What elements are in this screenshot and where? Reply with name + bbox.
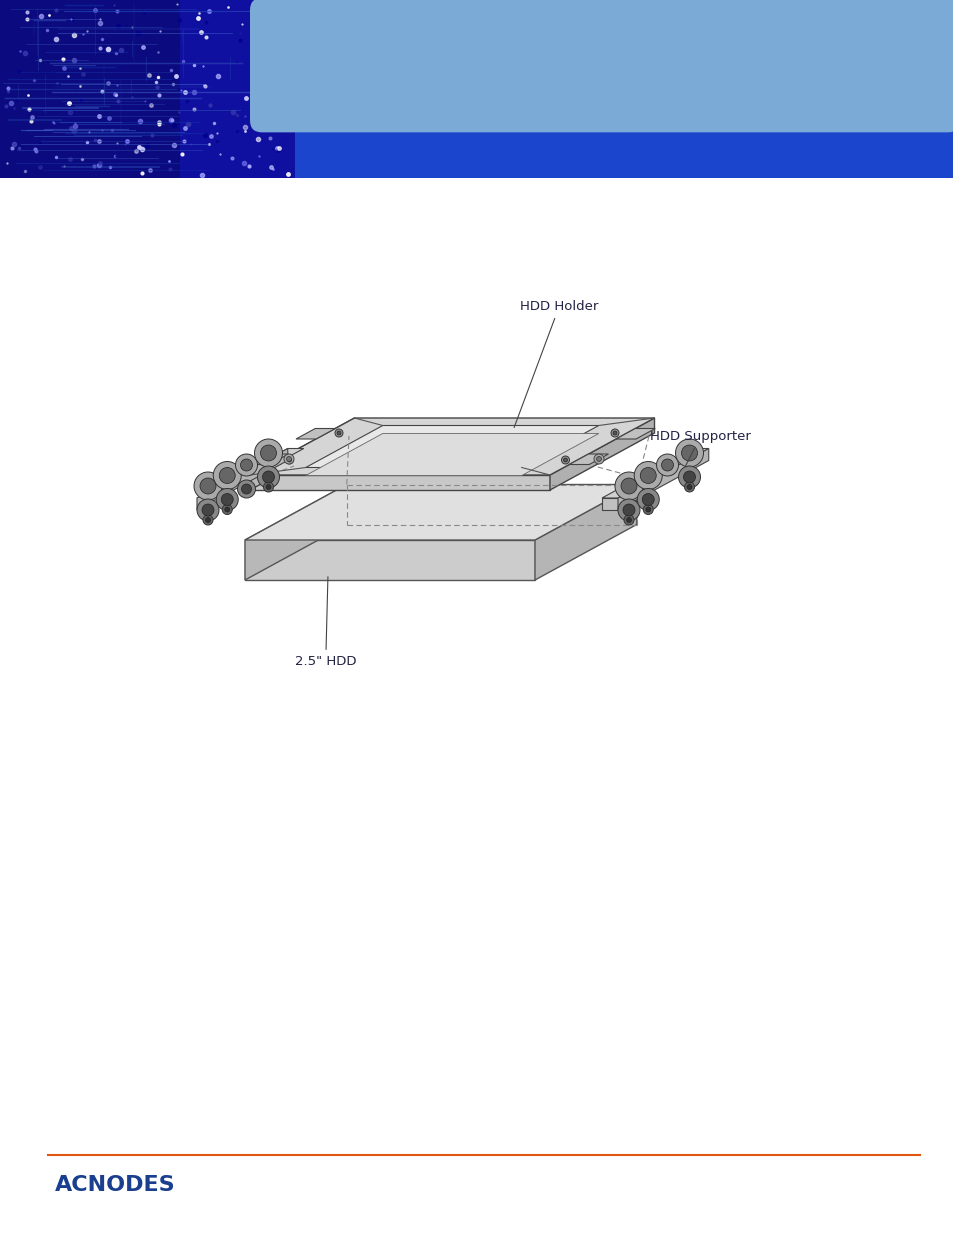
Circle shape xyxy=(637,489,659,510)
Circle shape xyxy=(216,489,238,510)
Circle shape xyxy=(240,459,253,471)
Circle shape xyxy=(642,505,653,515)
Circle shape xyxy=(563,458,567,462)
Circle shape xyxy=(235,454,257,475)
Polygon shape xyxy=(550,417,654,490)
Circle shape xyxy=(254,438,282,467)
Circle shape xyxy=(266,484,271,489)
Circle shape xyxy=(336,431,340,435)
Circle shape xyxy=(645,508,650,513)
Circle shape xyxy=(193,472,222,500)
Polygon shape xyxy=(601,448,708,498)
Circle shape xyxy=(284,454,294,464)
Bar xyxy=(0,0,294,178)
Circle shape xyxy=(219,468,235,483)
Polygon shape xyxy=(601,498,618,510)
Circle shape xyxy=(680,445,697,461)
Circle shape xyxy=(620,478,637,494)
Circle shape xyxy=(205,517,211,522)
Polygon shape xyxy=(616,429,655,438)
Circle shape xyxy=(615,472,642,500)
Circle shape xyxy=(260,445,276,461)
Bar xyxy=(0,0,180,178)
Circle shape xyxy=(678,466,700,488)
Circle shape xyxy=(262,471,274,483)
Circle shape xyxy=(221,494,233,505)
Circle shape xyxy=(634,462,661,489)
Circle shape xyxy=(613,431,617,435)
Circle shape xyxy=(675,438,702,467)
Polygon shape xyxy=(196,448,303,498)
Circle shape xyxy=(257,466,279,488)
Circle shape xyxy=(237,480,255,498)
Polygon shape xyxy=(249,454,288,464)
Circle shape xyxy=(200,478,215,494)
Circle shape xyxy=(286,457,292,462)
Polygon shape xyxy=(569,454,608,464)
Text: HDD Holder: HDD Holder xyxy=(514,300,598,427)
Polygon shape xyxy=(250,417,355,490)
Circle shape xyxy=(222,505,232,515)
Polygon shape xyxy=(250,475,550,490)
Polygon shape xyxy=(305,426,598,468)
Polygon shape xyxy=(245,540,535,580)
Circle shape xyxy=(639,468,656,483)
Text: HDD Supporter: HDD Supporter xyxy=(649,430,750,466)
Circle shape xyxy=(241,484,252,494)
Circle shape xyxy=(285,456,294,464)
Circle shape xyxy=(225,508,230,513)
FancyBboxPatch shape xyxy=(250,0,953,132)
Text: ACNODES: ACNODES xyxy=(55,1174,175,1195)
Circle shape xyxy=(594,454,603,464)
Circle shape xyxy=(213,462,241,489)
Polygon shape xyxy=(245,484,346,580)
Circle shape xyxy=(626,517,631,522)
Circle shape xyxy=(287,458,292,462)
Circle shape xyxy=(656,454,678,475)
Polygon shape xyxy=(305,433,598,475)
Circle shape xyxy=(622,504,635,516)
Polygon shape xyxy=(196,448,288,510)
Polygon shape xyxy=(196,498,213,510)
Text: 2.5" HDD: 2.5" HDD xyxy=(294,577,356,668)
Circle shape xyxy=(263,482,274,492)
Circle shape xyxy=(660,459,673,471)
Polygon shape xyxy=(618,448,708,510)
Circle shape xyxy=(203,515,213,525)
Circle shape xyxy=(561,456,569,464)
Circle shape xyxy=(335,429,343,437)
Circle shape xyxy=(596,457,601,462)
Circle shape xyxy=(618,499,639,521)
Circle shape xyxy=(684,482,694,492)
Circle shape xyxy=(641,494,654,505)
Polygon shape xyxy=(535,484,636,580)
Circle shape xyxy=(202,504,213,516)
Polygon shape xyxy=(250,417,654,475)
Polygon shape xyxy=(245,484,636,540)
Circle shape xyxy=(682,471,695,483)
Circle shape xyxy=(686,484,691,489)
Circle shape xyxy=(610,429,618,437)
Polygon shape xyxy=(295,429,335,438)
Circle shape xyxy=(196,499,219,521)
Circle shape xyxy=(623,515,634,525)
Bar xyxy=(0,0,953,178)
